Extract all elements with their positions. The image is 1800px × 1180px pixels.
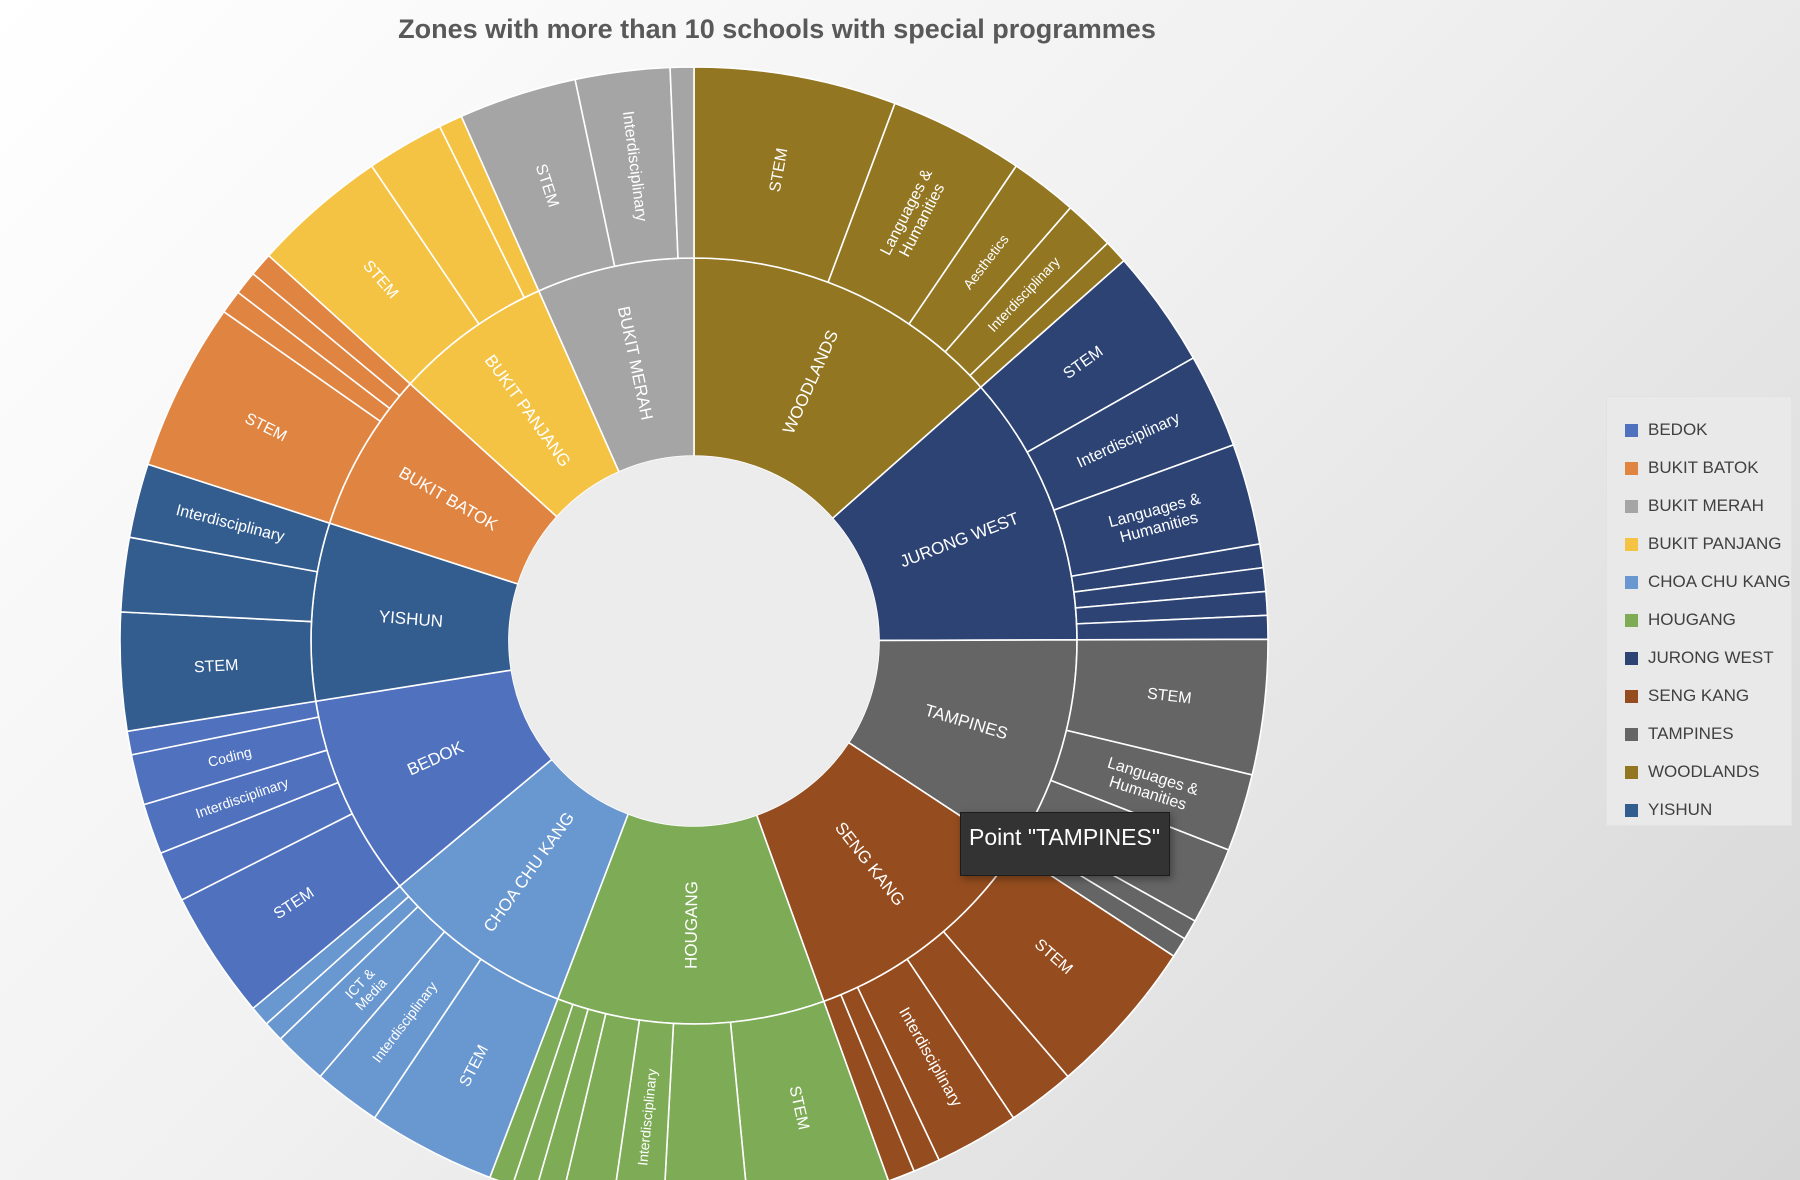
chart-title: Zones with more than 10 schools with spe… — [398, 14, 1156, 44]
legend-item-bukit-merah[interactable]: BUKIT MERAH — [1625, 487, 1791, 525]
legend-item-bedok[interactable]: BEDOK — [1625, 411, 1791, 449]
legend-item-jurong-west[interactable]: JURONG WEST — [1625, 639, 1791, 677]
legend-swatch — [1625, 499, 1638, 513]
programme-label-yishun-stem: STEM — [194, 657, 239, 676]
legend-swatch — [1625, 651, 1638, 665]
legend-label: SENG KANG — [1648, 686, 1750, 705]
legend-swatch — [1625, 613, 1638, 627]
legend-item-hougang[interactable]: HOUGANG — [1625, 601, 1791, 639]
legend-label: BUKIT BATOK — [1648, 458, 1759, 477]
legend-label: BUKIT PANJANG — [1648, 534, 1782, 553]
legend-label: BUKIT MERAH — [1648, 496, 1764, 515]
legend-label: YISHUN — [1648, 800, 1713, 819]
legend-swatch — [1625, 765, 1638, 779]
programme-segment-hougang-stem[interactable] — [729, 1000, 890, 1180]
programme-label-tampines-stem: STEM — [1146, 685, 1192, 707]
legend-item-woodlands[interactable]: WOODLANDS — [1625, 753, 1791, 791]
legend-label: HOUGANG — [1648, 610, 1736, 629]
legend-swatch — [1625, 575, 1638, 589]
legend-item-yishun[interactable]: YISHUN — [1625, 791, 1791, 829]
legend-item-choa-chu-kang[interactable]: CHOA CHU KANG — [1625, 563, 1791, 601]
legend-item-tampines[interactable]: TAMPINES — [1625, 715, 1791, 753]
legend-label: TAMPINES — [1648, 724, 1734, 743]
legend[interactable]: BEDOK BUKIT BATOK BUKIT MERAH BUKIT PANJANG… — [1606, 396, 1792, 826]
legend-item-bukit-batok[interactable]: BUKIT BATOK — [1625, 449, 1791, 487]
legend-label: WOODLANDS — [1648, 762, 1760, 781]
legend-swatch — [1625, 461, 1638, 475]
legend-swatch — [1625, 423, 1638, 437]
legend-label: CHOA CHU KANG — [1648, 572, 1791, 591]
legend-label: BEDOK — [1648, 420, 1708, 439]
legend-item-seng-kang[interactable]: SENG KANG — [1625, 677, 1791, 715]
legend-swatch — [1625, 689, 1638, 703]
legend-swatch — [1625, 803, 1638, 817]
legend-swatch — [1625, 537, 1638, 551]
legend-item-bukit-panjang[interactable]: BUKIT PANJANG — [1625, 525, 1791, 563]
chart-tooltip: Point "TAMPINES" — [960, 812, 1170, 876]
legend-swatch — [1625, 727, 1638, 741]
programme-segment-bukit-merah-3[interactable] — [669, 66, 695, 260]
zone-label-hougang: HOUGANG — [682, 881, 702, 969]
legend-label: JURONG WEST — [1648, 648, 1774, 667]
center-hole — [509, 456, 879, 826]
zone-label-yishun: YISHUN — [378, 607, 444, 631]
